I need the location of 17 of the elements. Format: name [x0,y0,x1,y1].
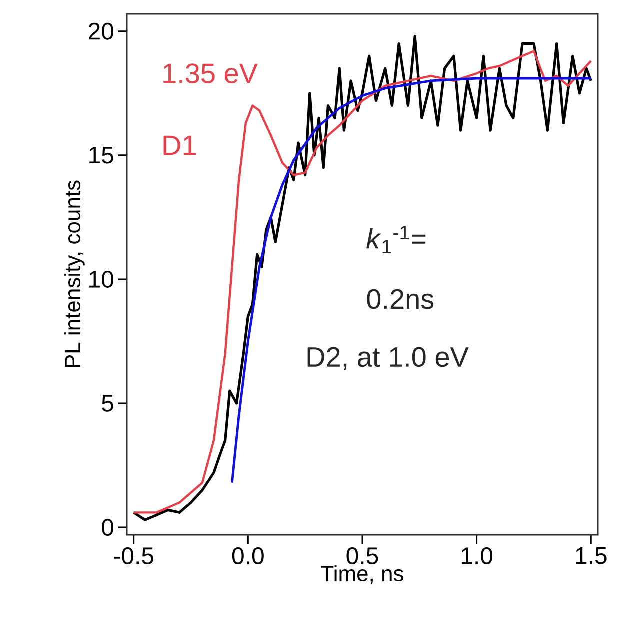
annotation: D2, at 1.0 eV [308,347,469,370]
x-axis-title: Time, ns [321,565,404,584]
y-tick-label: 10 [90,270,114,288]
annotation: D1 [164,136,196,156]
y-tick-label: 5 [102,395,114,412]
x-tick-label: -0.5 [114,548,154,565]
y-axis-title: PL intensity, counts [64,180,85,368]
x-tick-label: 1.0 [462,548,493,565]
annotation: 0.2ns [367,289,434,310]
y-tick-label: 20 [88,22,114,40]
x-tick-label: 0.5 [346,548,378,565]
x-tick-label: 1.5 [576,548,607,564]
y-tick-label: 15 [90,147,114,164]
x-tick-label: 0.0 [232,548,264,565]
annotation: 1.35 eV [164,64,258,84]
annotation: k$_{1}$$^{-1}$= [366,226,426,254]
y-tick-label: 0 [102,519,114,536]
